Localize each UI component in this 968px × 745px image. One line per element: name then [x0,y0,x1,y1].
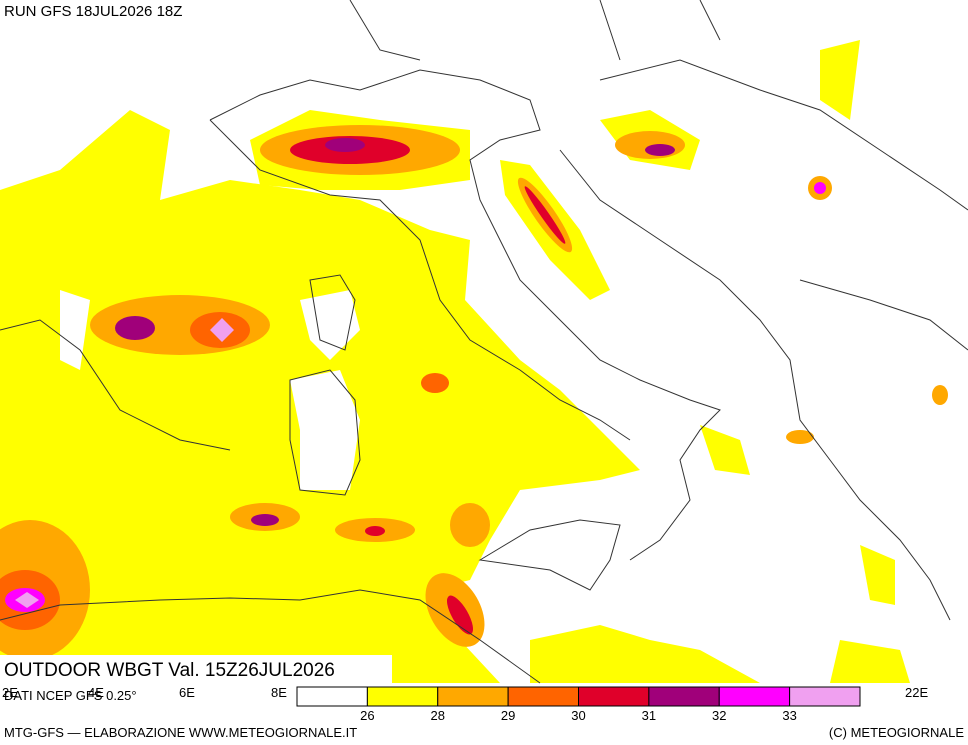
legend-tick-label: 32 [712,708,726,723]
map-area: OUTDOOR WBGT Val. 15Z26JUL2026 RUN GFS 1… [0,0,968,684]
legend-swatch [718,686,791,707]
legend-tick-label: 31 [642,708,656,723]
footer-left: MTG-GFS — ELABORAZIONE WWW.METEOGIORNALE… [4,725,357,740]
legend-swatch [648,686,720,707]
legend-tick-label: 26 [360,708,374,723]
legend-swatch [578,686,650,707]
legend-swatch [437,686,509,707]
legend-swatch [507,686,579,707]
lon-label: 2E [2,685,18,700]
lon-label: 8E [271,685,287,700]
map-title: OUTDOOR WBGT Val. 15Z26JUL2026 [4,660,335,681]
lon-label: 22E [905,685,928,700]
legend-tick-label: 30 [571,708,585,723]
legend-swatch [296,686,368,707]
legend-tick-label: 28 [431,708,445,723]
run-label: RUN GFS 18JUL2026 18Z [4,3,182,20]
legend-swatch [366,686,439,707]
legend-tick-label: 33 [782,708,796,723]
footer-right: (C) METEOGIORNALE [829,725,964,740]
lon-label: 6E [179,685,195,700]
legend: 26 28 29 30 31 32 33 [296,686,861,723]
legend-tick-label: 29 [501,708,515,723]
source-label: DATI NCEP GFS 0.25° [4,688,137,703]
legend-swatch [789,686,861,707]
lon-label: 4E [88,685,104,700]
